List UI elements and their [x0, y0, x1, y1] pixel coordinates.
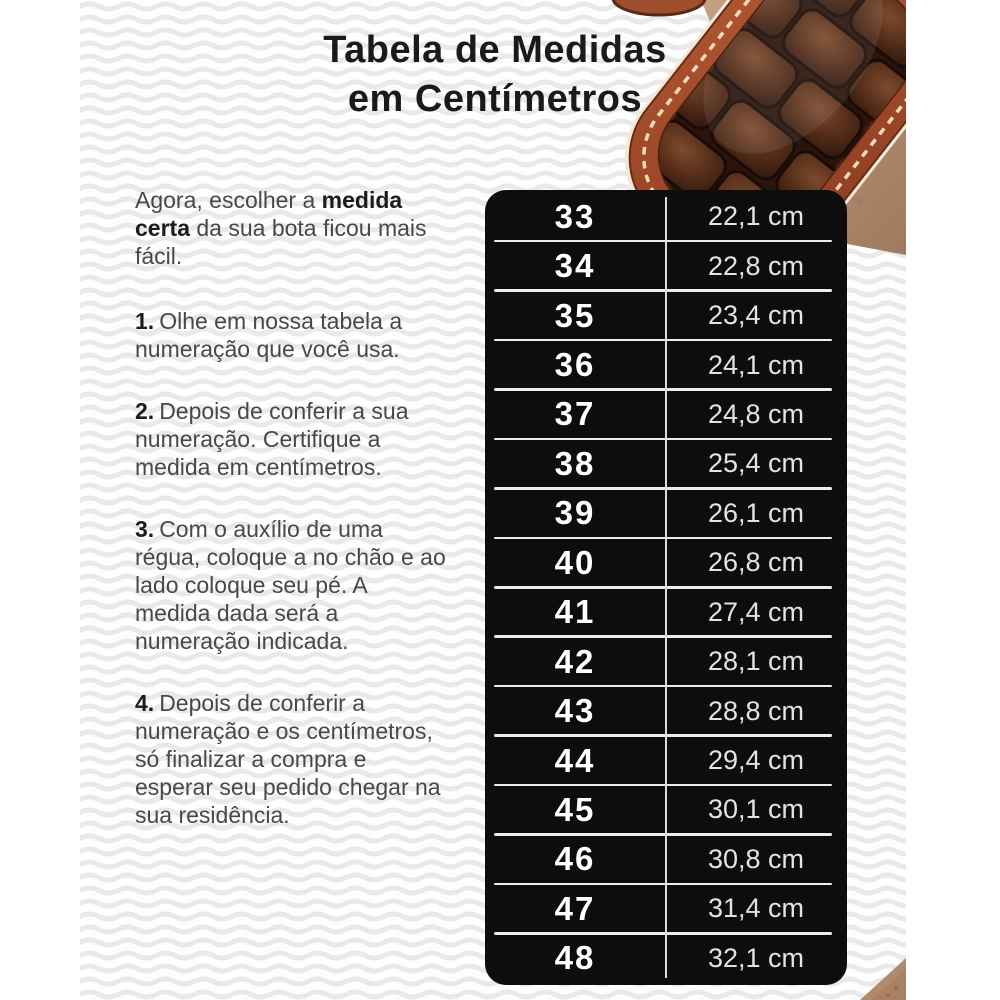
column-divider-line [665, 197, 667, 978]
table-row: 39 26,1 cm [485, 489, 847, 540]
table-row: 47 31,4 cm [485, 884, 847, 936]
size-cell: 47 [554, 889, 596, 927]
size-cell: 46 [554, 840, 596, 878]
cm-cell: 28,1 cm [707, 646, 805, 677]
table-row: 42 28,1 cm [485, 637, 847, 688]
intro-bold-text: medida certa [135, 187, 403, 241]
intro-paragraph: Agora, escolher a medida certa da sua bo… [135, 186, 447, 270]
step-paragraph-3: 3. Com o auxílio de uma régua, coloque a … [135, 515, 447, 655]
size-guide-graphic: Tabela de Medidas em Centímetros Agora, … [80, 0, 906, 1000]
table-row: 41 27,4 cm [485, 588, 847, 639]
size-cell: 35 [554, 296, 596, 334]
step-paragraph-4: 4. Depois de conferir a numeração e os ce… [135, 689, 447, 829]
step-number: 2. [135, 398, 155, 424]
cm-cell: 26,8 cm [707, 547, 805, 578]
step-number: 4. [135, 690, 155, 716]
cm-cell: 22,1 cm [707, 201, 805, 232]
title-line-1: Tabela de Medidas [323, 29, 667, 71]
step-text: Olhe em nossa tabela a numeração que voc… [135, 308, 403, 362]
size-cell: 42 [554, 642, 596, 680]
cm-cell: 24,1 cm [707, 349, 805, 380]
table-row: 38 25,4 cm [485, 439, 847, 491]
table-row: 40 26,8 cm [485, 538, 847, 589]
size-cell: 38 [554, 444, 596, 482]
step-text: Depois de conferir a numeração e os cent… [135, 690, 441, 828]
cm-cell: 30,8 cm [707, 843, 805, 874]
table-row: 46 30,8 cm [485, 835, 847, 886]
cm-cell: 28,8 cm [707, 695, 805, 726]
step-paragraph-2: 2. Depois de conferir a sua numeração. Ce… [135, 397, 447, 481]
table-row: 48 32,1 cm [485, 934, 847, 983]
size-cell: 41 [554, 593, 596, 631]
table-row: 43 28,8 cm [485, 686, 847, 738]
boot-heel-fragment [611, 0, 707, 17]
size-cell: 36 [554, 346, 596, 384]
title-line-2: em Centímetros [347, 78, 643, 120]
size-cell: 34 [554, 247, 596, 285]
size-cell: 40 [554, 543, 596, 581]
instructions-panel: Agora, escolher a medida certa da sua bo… [135, 186, 447, 863]
table-row: 33 22,1 cm [485, 192, 847, 243]
cm-cell: 32,1 cm [707, 942, 805, 973]
step-number: 3. [135, 516, 155, 542]
size-cell: 45 [554, 790, 596, 828]
cm-cell: 26,1 cm [707, 497, 805, 528]
size-cell: 43 [554, 692, 596, 730]
intro-text-after: da sua bota ficou mais fácil. [135, 215, 427, 269]
size-cell: 48 [554, 939, 596, 977]
step-paragraph-1: 1. Olhe em nossa tabela a numeração que v… [135, 307, 447, 363]
cm-cell: 22,8 cm [707, 250, 805, 281]
size-cell: 33 [554, 197, 596, 235]
size-cell: 39 [554, 494, 596, 532]
size-cell: 37 [554, 395, 596, 433]
cm-cell: 24,8 cm [707, 398, 805, 429]
cm-cell: 31,4 cm [707, 893, 805, 924]
step-number: 1. [135, 308, 155, 334]
cm-cell: 29,4 cm [707, 745, 805, 776]
cm-cell: 25,4 cm [707, 448, 805, 479]
table-row: 34 22,8 cm [485, 241, 847, 293]
step-text: Depois de conferir a sua numeração. Cert… [135, 398, 409, 480]
size-table: 33 22,1 cm 34 22,8 cm 35 23,4 cm 36 24,1 cm … [485, 190, 847, 985]
table-row: 36 24,1 cm [485, 340, 847, 392]
table-row: 45 30,1 cm [485, 785, 847, 837]
size-cell: 44 [554, 741, 596, 779]
table-row: 35 23,4 cm [485, 291, 847, 342]
table-row: 37 24,8 cm [485, 390, 847, 441]
step-text: Com o auxílio de uma régua, coloque a no… [135, 516, 446, 654]
cm-cell: 30,1 cm [707, 794, 805, 825]
cm-cell: 27,4 cm [707, 596, 805, 627]
cm-cell: 23,4 cm [707, 300, 805, 331]
page-title: Tabela de Medidas em Centímetros [230, 26, 760, 124]
table-row: 44 29,4 cm [485, 736, 847, 787]
intro-text-before: Agora, escolher a [135, 187, 322, 213]
leather-corner-accent [860, 958, 906, 1000]
